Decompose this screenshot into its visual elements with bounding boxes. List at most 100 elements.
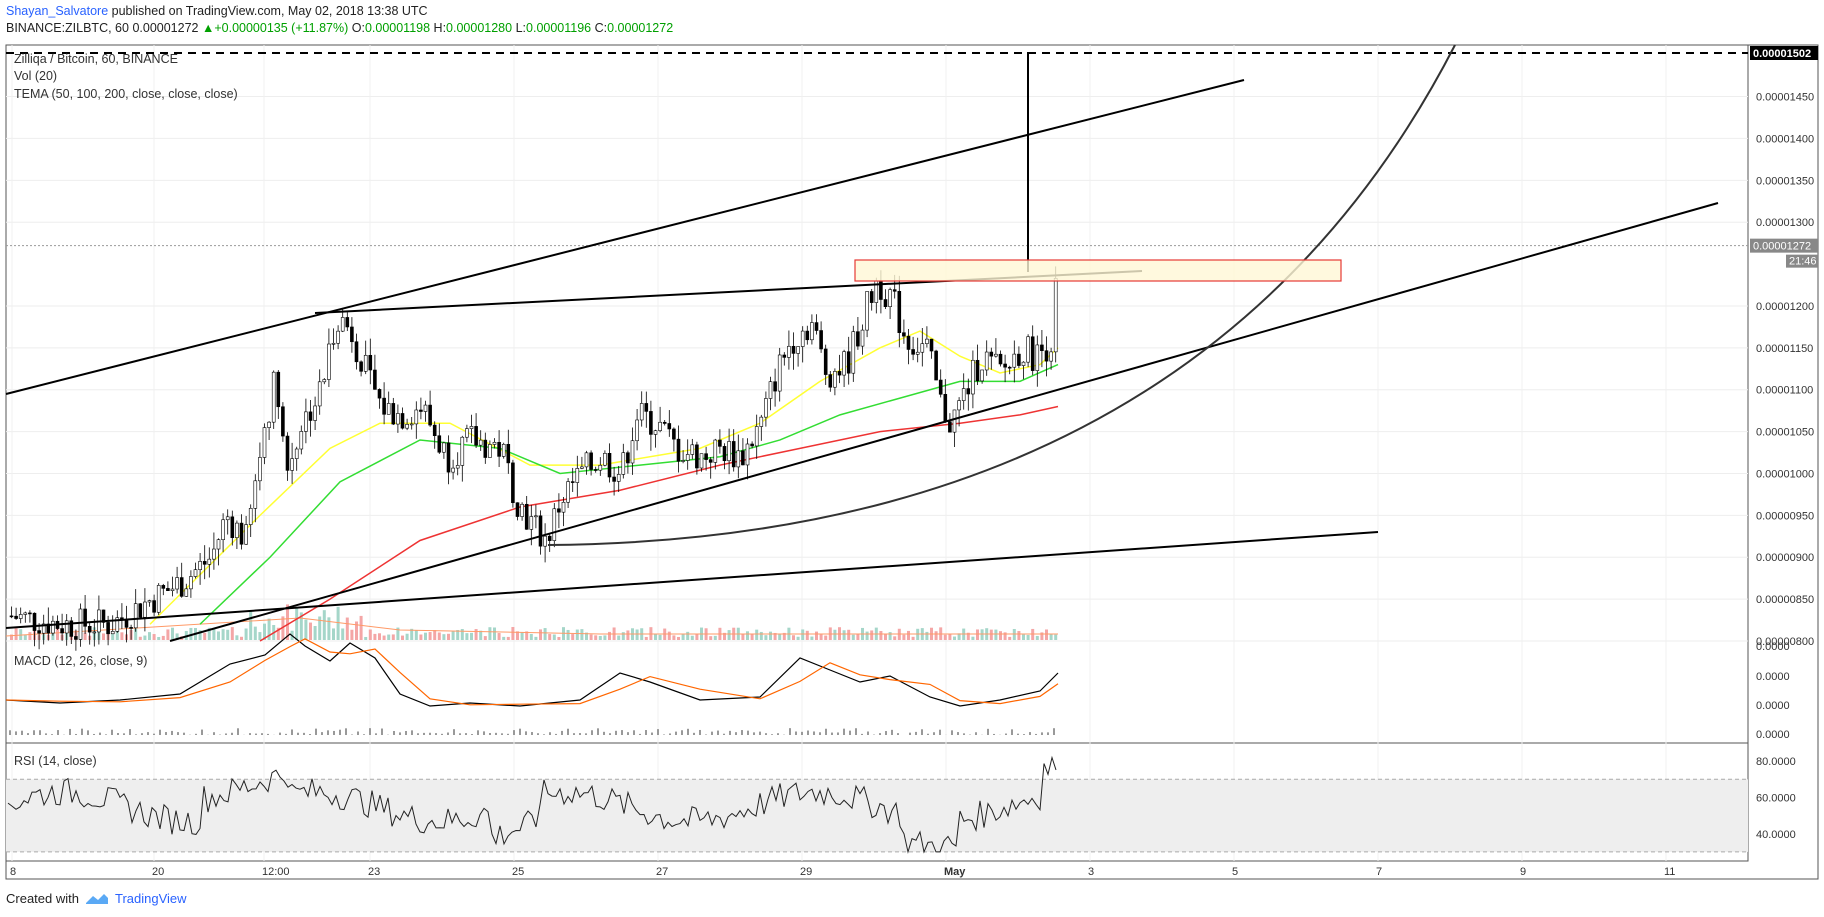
rsi-legend: RSI (14, close) <box>14 754 97 768</box>
candle-up <box>736 450 741 468</box>
volume-bar <box>575 629 579 640</box>
time-tick-label: 7 <box>1376 866 1382 878</box>
candle-up <box>216 539 221 550</box>
candle-down <box>911 349 915 355</box>
candle-down <box>106 622 110 635</box>
candle-down <box>1044 350 1049 362</box>
volume-bar <box>741 633 745 640</box>
candle-up <box>92 631 97 634</box>
volume-bar <box>934 631 938 640</box>
candle-up <box>290 458 294 471</box>
candle-down <box>138 603 143 618</box>
candle-up <box>405 424 409 429</box>
candle-down <box>428 404 432 426</box>
candle-down <box>943 393 948 423</box>
volume-bar <box>695 634 699 640</box>
candle-down <box>626 452 630 464</box>
volume-bar <box>470 632 473 640</box>
tradingview-link[interactable]: TradingView <box>114 891 187 906</box>
candle-up <box>175 577 179 590</box>
candle-down <box>938 379 943 395</box>
volume-bar <box>539 629 542 640</box>
volume-bar <box>295 606 299 640</box>
volume-bar <box>447 633 450 640</box>
change-value: +0.00000135 (+11.87%) <box>214 21 349 35</box>
candle-up <box>658 421 662 431</box>
candle-down <box>607 453 612 478</box>
candle-up <box>51 620 55 634</box>
main-pane-frame <box>5 44 1749 642</box>
volume-bar <box>746 631 749 640</box>
volume-bar <box>571 634 575 640</box>
macd-tick-label: 0.0000 <box>1756 729 1790 741</box>
candle-down <box>179 577 184 597</box>
candle-down <box>929 338 934 352</box>
volume-bar <box>322 610 326 640</box>
candle-down <box>483 439 488 458</box>
macd-tick-label: 0.0000 <box>1756 671 1790 683</box>
volume-bar <box>456 629 460 640</box>
outer-frame <box>5 44 1819 880</box>
volume-bar <box>428 632 432 640</box>
volume-bar <box>171 627 174 640</box>
volume-bar <box>410 628 414 640</box>
candle-up <box>23 612 28 615</box>
candle-up <box>952 409 957 433</box>
candle-up <box>170 588 175 591</box>
volume-bar <box>1026 634 1030 640</box>
volume-bar <box>488 627 492 640</box>
time-tick-label: May <box>944 866 966 878</box>
time-tick-label: 11 <box>1664 866 1675 878</box>
volume-bar <box>299 612 303 640</box>
tema200-line <box>259 405 1059 642</box>
author-link[interactable]: Shayan_Salvatore <box>6 4 109 18</box>
candle-down <box>391 403 396 425</box>
volume-bar <box>267 618 271 640</box>
candle-up <box>810 322 814 341</box>
candle-down <box>437 435 442 453</box>
rsi-tick-label: 60.0000 <box>1756 792 1796 804</box>
volume-bar <box>833 629 837 640</box>
publish-line: Shayan_Salvatore published on TradingVie… <box>6 4 428 18</box>
volume-bar <box>474 629 478 640</box>
volume-bar <box>1049 634 1053 640</box>
volume-bar <box>1017 631 1021 640</box>
volume-bar <box>506 636 510 640</box>
volume-bar <box>686 631 690 640</box>
candle-up <box>304 411 308 432</box>
volume-bar <box>483 636 487 640</box>
candle-up <box>961 388 966 401</box>
time-tick-label: 20 <box>152 866 164 878</box>
candle-down <box>814 322 819 331</box>
volume-bar <box>902 634 906 640</box>
volume-bar <box>994 629 998 640</box>
candle-down <box>9 615 14 618</box>
volume-bar <box>341 628 345 640</box>
volume-bar <box>953 636 956 640</box>
candle-up <box>317 381 322 407</box>
candle-up <box>1053 278 1058 353</box>
time-tick-label: 29 <box>800 866 812 878</box>
candle-down <box>1003 363 1007 368</box>
volume-bar <box>764 635 768 640</box>
candle-down <box>354 341 359 363</box>
candle-up <box>796 346 800 354</box>
volume-bar <box>318 616 322 640</box>
footer: Created with TradingView <box>6 891 187 906</box>
candle-down <box>1030 336 1035 371</box>
candle-up <box>184 588 189 597</box>
volume-bar <box>414 630 418 640</box>
candle-down <box>676 438 681 462</box>
volume-bar <box>166 629 170 640</box>
candle-up <box>41 623 46 634</box>
trend-drawings <box>5 44 1719 642</box>
volume-bar <box>10 634 13 640</box>
candle-down <box>474 426 478 446</box>
time-tick-label: 3 <box>1088 866 1094 878</box>
volume-bar <box>815 631 818 640</box>
channel-upper-line <box>5 79 1245 395</box>
candle-up <box>235 522 239 538</box>
candle-up <box>1012 353 1017 368</box>
candle-up <box>133 603 138 629</box>
